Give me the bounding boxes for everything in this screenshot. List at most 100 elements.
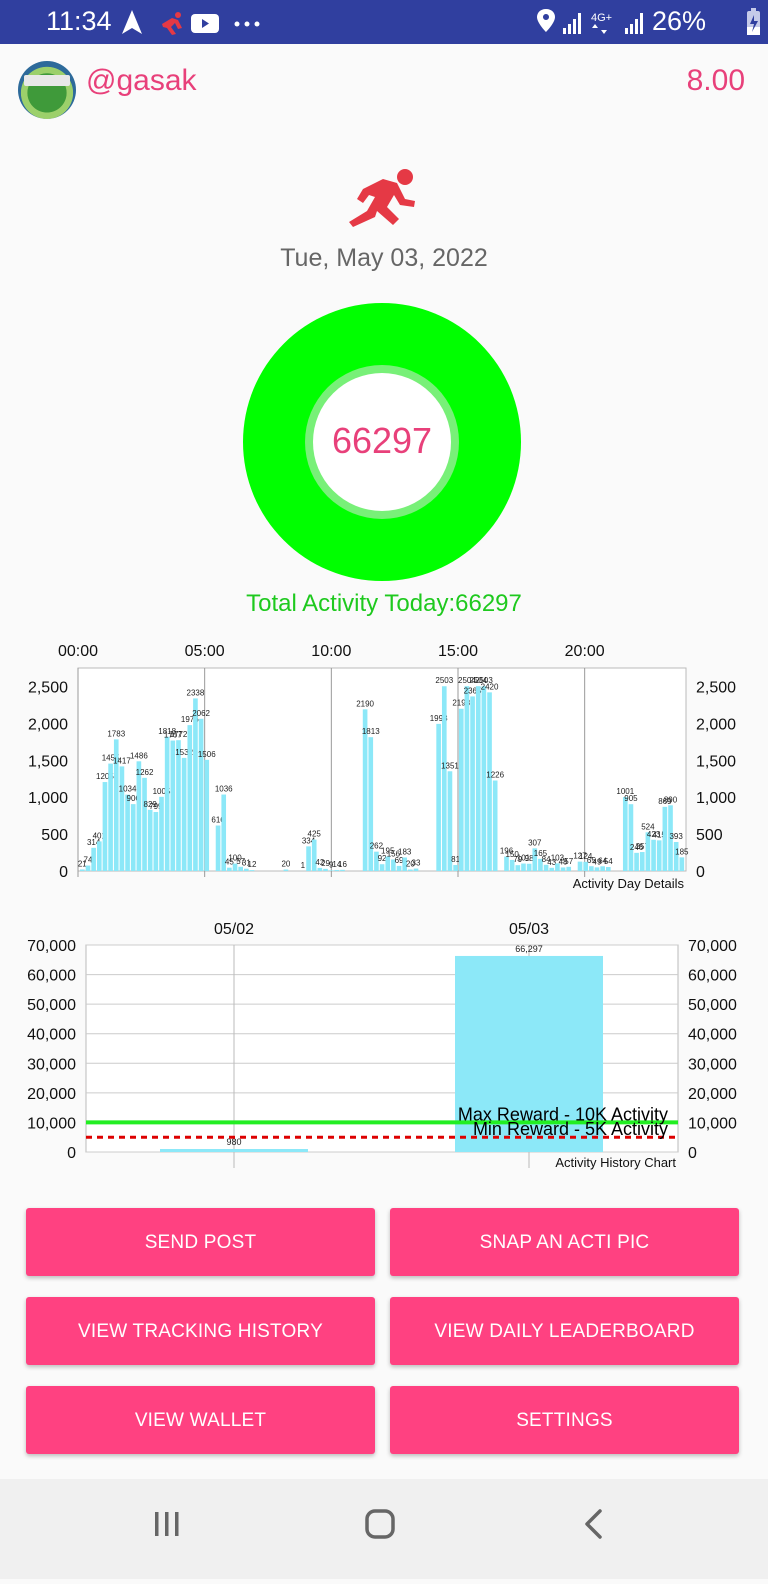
- send-post-button[interactable]: SEND POST: [26, 1208, 375, 1276]
- balance-value: 8.00: [687, 64, 745, 98]
- bar-value-label: 1262: [136, 768, 154, 777]
- bar-value-label: 33: [412, 859, 421, 868]
- chart-bar: [566, 867, 571, 871]
- chart-bar: [250, 870, 255, 871]
- chart-bar: [470, 696, 475, 871]
- chart-bar: [120, 766, 125, 871]
- chart-bar: [368, 737, 373, 871]
- runner-icon: [345, 167, 423, 231]
- chart-bar: [634, 853, 639, 871]
- bar-value-label: 54: [604, 857, 613, 866]
- home-icon[interactable]: [367, 1511, 393, 1537]
- chart-bar: [193, 698, 198, 871]
- chart-bar: [521, 864, 526, 871]
- chart-bar: [651, 840, 656, 871]
- bar-value-label: 20: [281, 860, 290, 869]
- bar-value-label: 1036: [215, 785, 233, 794]
- battery-percent: 26%: [652, 6, 706, 37]
- chart-bar: [465, 686, 470, 871]
- bar-value-label: 1351: [441, 761, 459, 770]
- chart-bar: [91, 848, 96, 871]
- bar-value-label: 1226: [486, 770, 504, 779]
- settings-button[interactable]: SETTINGS: [390, 1386, 739, 1454]
- chart-bar: [459, 709, 464, 871]
- activity-date: Tue, May 03, 2022: [0, 244, 768, 273]
- y-tick-label-left: 40,000: [27, 1027, 76, 1044]
- y-tick-label-left: 500: [41, 827, 68, 844]
- chart-bar: [204, 760, 209, 871]
- bar-value-label: 2503: [435, 676, 453, 685]
- more-dots-icon: [235, 22, 260, 27]
- bar-value-label: 307: [528, 838, 542, 847]
- view-wallet-button[interactable]: VIEW WALLET: [26, 1386, 375, 1454]
- chart-bar: [154, 812, 159, 871]
- chart-bar: [108, 764, 113, 871]
- chart-bar: [284, 870, 289, 871]
- y-tick-label-right: 10,000: [688, 1115, 737, 1132]
- chart-bar: [549, 868, 554, 871]
- chart-bar: [306, 846, 311, 871]
- bar-value-label: 2062: [192, 709, 210, 718]
- y-tick-label-right: 30,000: [688, 1056, 737, 1073]
- y-tick-label-left: 2,000: [28, 716, 68, 733]
- 4g-icon: 4G+: [591, 12, 612, 34]
- y-tick-label-left: 2,500: [28, 679, 68, 696]
- chart-bar: [385, 857, 390, 871]
- y-tick-label-right: 0: [696, 864, 705, 881]
- x-tick-label: 05/03: [509, 921, 549, 938]
- chart-bar: [176, 740, 181, 871]
- chart-bar: [148, 810, 153, 871]
- chart-bar: [170, 741, 175, 871]
- y-tick-label-right: 2,000: [696, 716, 736, 733]
- y-tick-label-right: 500: [696, 827, 723, 844]
- activity-total-text: Total Activity Today:66297: [0, 590, 768, 618]
- chart-bar: [629, 804, 634, 871]
- x-tick-label: 00:00: [58, 643, 98, 660]
- chart-bar: [436, 724, 441, 871]
- chart-bar: [657, 840, 662, 871]
- chart-bar: [159, 797, 164, 871]
- y-tick-label-right: 2,500: [696, 679, 736, 696]
- y-tick-label-right: 0: [688, 1145, 697, 1162]
- x-tick-label: 10:00: [311, 643, 351, 660]
- status-icons-left: [122, 8, 272, 38]
- chart-bar: [476, 686, 481, 871]
- x-tick-label: 15:00: [438, 643, 478, 660]
- chart-bar: [663, 807, 668, 871]
- chart-bar: [160, 1149, 308, 1152]
- bar-value-label: 2420: [481, 682, 499, 691]
- bar-value-label: 185: [675, 847, 689, 856]
- chart-bar: [103, 782, 108, 871]
- x-tick-label: 05:00: [185, 643, 225, 660]
- y-tick-label-right: 1,000: [696, 790, 736, 807]
- y-tick-label-left: 60,000: [27, 968, 76, 985]
- bar-value-label: 393: [669, 832, 683, 841]
- snap-acti-pic-button[interactable]: SNAP AN ACTI PIC: [390, 1208, 739, 1276]
- bar-value-label: 1417: [113, 756, 131, 765]
- chart-bar: [680, 857, 685, 871]
- chart-bar: [527, 864, 532, 871]
- location-icon: [537, 9, 555, 32]
- bar-value-label: 2338: [187, 688, 205, 697]
- chart-bar: [640, 852, 645, 871]
- avatar[interactable]: [18, 61, 76, 119]
- chart-title: Activity History Chart: [555, 1155, 676, 1170]
- y-tick-label-left: 50,000: [27, 997, 76, 1014]
- back-icon[interactable]: [587, 1511, 600, 1537]
- recent-apps-icon[interactable]: [155, 1512, 179, 1536]
- chart-bar: [380, 864, 385, 871]
- signal-icon: [563, 13, 581, 34]
- username[interactable]: @gasak: [86, 64, 197, 98]
- bar-value-label: 183: [398, 847, 412, 856]
- y-tick-label-right: 40,000: [688, 1027, 737, 1044]
- bar-value-label: 890: [664, 795, 678, 804]
- svg-text:4G+: 4G+: [591, 12, 612, 24]
- view-tracking-history-button[interactable]: VIEW TRACKING HISTORY: [26, 1297, 375, 1365]
- chart-bar: [606, 867, 611, 871]
- y-tick-label-right: 70,000: [688, 938, 737, 955]
- chart-bar: [227, 868, 232, 871]
- view-daily-leaderboard-button[interactable]: VIEW DAILY LEADERBOARD: [390, 1297, 739, 1365]
